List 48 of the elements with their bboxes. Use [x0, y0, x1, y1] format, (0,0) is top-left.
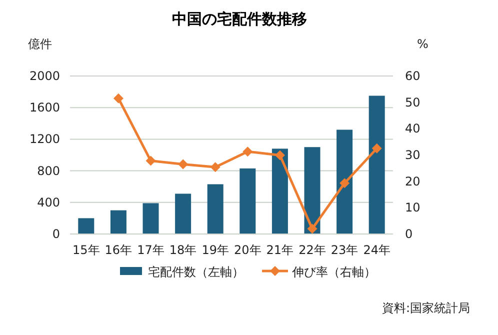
bar	[272, 148, 288, 234]
y-axis-title: 億件	[28, 37, 52, 51]
point	[274, 150, 285, 160]
y2-tick-label: 60	[405, 69, 420, 83]
bar	[78, 218, 94, 234]
y2-tick-label: 40	[405, 122, 420, 136]
x-tick-label: 22年	[298, 243, 326, 257]
point	[146, 156, 156, 166]
bar	[175, 194, 192, 234]
point	[210, 162, 220, 172]
y2-axis-title: %	[417, 37, 428, 51]
x-tick-label: 15年	[72, 243, 100, 257]
y2-tick-label: 0	[405, 227, 413, 241]
legend-label: 宅配件数（左軸）	[148, 265, 244, 279]
y-tick-label: 1200	[29, 132, 60, 146]
point	[340, 178, 350, 188]
legend-label: 伸び率（右軸）	[291, 265, 376, 279]
bar	[336, 130, 353, 234]
y-tick-label: 1600	[29, 100, 60, 115]
text: 資料:国家統計局	[382, 301, 470, 315]
y-tick-label: 400	[37, 195, 60, 210]
x-tick-label: 17年	[137, 243, 164, 257]
bar	[207, 184, 224, 234]
point	[178, 159, 188, 170]
y2-tick-label: 30	[405, 148, 420, 162]
x-tick-label: 16年	[104, 243, 132, 257]
x-tick-label: 20年	[234, 243, 262, 257]
point	[113, 93, 124, 104]
chart-title: 中国の宅配件数推移	[172, 10, 307, 28]
bar	[304, 147, 320, 234]
y-tick-label: 800	[37, 164, 60, 178]
point	[372, 143, 382, 154]
x-tick-label: 24年	[363, 243, 390, 257]
bar	[240, 168, 256, 234]
point	[307, 224, 318, 234]
x-tick-label: 19年	[202, 243, 229, 257]
x-tick-label: 18年	[169, 243, 197, 257]
x-tick-label: 23年	[330, 243, 358, 257]
y-tick-label: 2000	[29, 69, 60, 83]
bar	[110, 210, 126, 234]
x-tick-label: 21年	[266, 243, 294, 257]
y2-tick-label: 50	[405, 95, 420, 110]
bar	[368, 96, 385, 234]
point	[242, 146, 253, 157]
y2-tick-label: 10	[405, 200, 420, 215]
bar	[142, 203, 159, 234]
y2-tick-label: 20	[405, 174, 420, 188]
y-tick-label: 0	[52, 227, 60, 241]
